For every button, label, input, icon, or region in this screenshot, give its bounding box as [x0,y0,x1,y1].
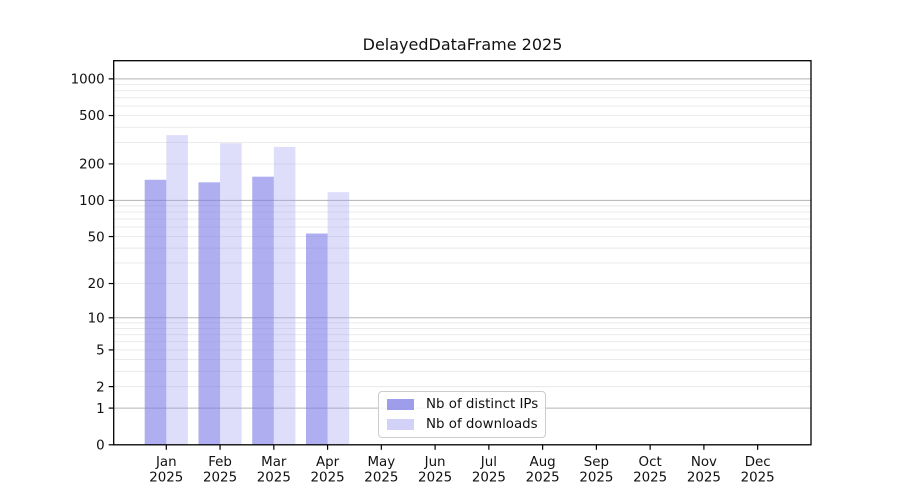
x-tick-label-month: Dec [745,455,771,470]
bar-mar-downloads [273,146,296,445]
x-tick-label-year: 2025 [418,471,452,486]
legend-swatch-distinct-ips-icon [387,399,414,410]
bar-apr-distinct-ips [305,233,328,445]
x-tick-label-month: Apr [316,455,340,470]
y-tick-label: 1 [96,402,105,417]
x-tick-label-year: 2025 [149,471,183,486]
y-tick-label: 5 [96,344,105,359]
x-tick-label-month: Aug [530,455,556,470]
bar-feb-distinct-ips [198,182,221,445]
y-tick-label: 50 [88,230,105,245]
legend-entry-downloads: Nb of downloads [387,417,545,432]
y-tick-label: 500 [79,109,105,124]
x-tick-label-year: 2025 [203,471,237,486]
x-tick-label-month: Oct [639,455,662,470]
y-tick-label: 10 [88,311,105,326]
y-tick-label: 200 [79,158,105,173]
x-tick-label-month: Mar [261,455,287,470]
legend-entry-distinct-ips: Nb of distinct IPs [387,397,545,412]
x-tick-label-month: Jan [155,455,177,470]
x-tick-label-month: Nov [691,455,717,470]
y-tick-label: 1000 [71,73,105,88]
y-tick-label: 20 [88,277,105,292]
bar-jan-distinct-ips [144,179,167,445]
bar-jan-downloads [166,135,188,445]
x-tick-label-year: 2025 [472,471,506,486]
x-tick-label-month: Sep [584,455,609,470]
x-tick-label-year: 2025 [741,471,775,486]
x-tick-label-year: 2025 [687,471,721,486]
x-tick-label-month: Feb [208,455,232,470]
x-tick-label-month: Jul [480,455,497,470]
plot-background [113,60,811,445]
x-tick-label-month: Jun [424,455,446,470]
legend-swatch-downloads-icon [387,419,414,430]
chart-title: DelayedDataFrame 2025 [362,35,563,54]
axes-spines [113,60,812,446]
bar-apr-downloads [327,192,350,445]
x-tick-label-year: 2025 [633,471,667,486]
bar-feb-downloads [220,143,242,445]
x-tick-label-year: 2025 [257,471,291,486]
x-tick-label-year: 2025 [526,471,560,486]
legend-label-downloads: Nb of downloads [426,417,538,432]
x-tick-label-month: May [367,455,395,470]
x-tick-label-year: 2025 [579,471,613,486]
y-tick-label: 0 [96,439,105,454]
x-tick-label-year: 2025 [311,471,345,486]
y-tick-label: 100 [79,194,105,209]
legend-label-distinct-ips: Nb of distinct IPs [426,397,539,412]
bar-mar-distinct-ips [252,176,274,445]
x-tick-label-year: 2025 [364,471,398,486]
y-tick-label: 2 [96,380,105,395]
legend: Nb of distinct IPs Nb of downloads [378,391,546,438]
